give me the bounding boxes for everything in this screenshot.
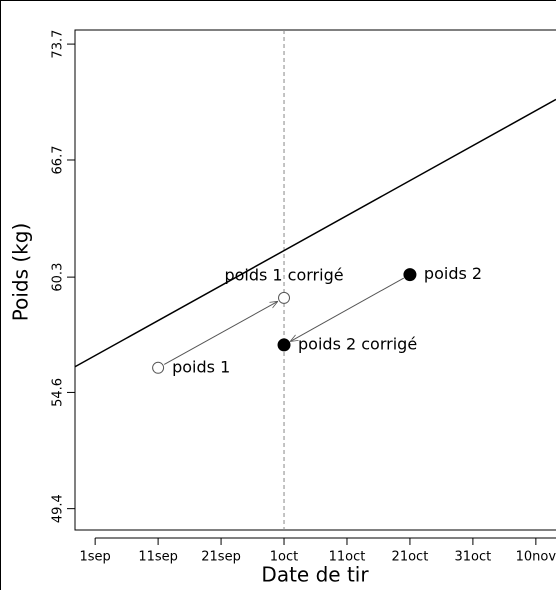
arrow — [163, 301, 278, 365]
x-tick-label: 21oct — [392, 550, 429, 565]
y-tick-label: 73.7 — [51, 30, 66, 59]
point-label: poids 1 corrigé — [224, 265, 343, 284]
x-tick-label: 11oct — [329, 550, 366, 565]
x-tick-label: 10nov — [516, 550, 556, 565]
plot-box — [74, 29, 556, 531]
x-tick-label: 1oct — [270, 550, 298, 565]
x-tick-label: 31oct — [455, 550, 492, 565]
point — [278, 291, 291, 304]
y-tick-label: 66.7 — [51, 146, 66, 175]
y-tick-label: 54.6 — [51, 378, 66, 407]
trend-line — [74, 98, 556, 368]
point-label: poids 2 corrigé — [298, 334, 417, 353]
x-tick-label: 21sep — [201, 550, 241, 565]
x-axis-label: Date de tir — [261, 563, 369, 587]
x-tick-label: 1sep — [79, 550, 110, 565]
point-label: poids 2 — [424, 264, 482, 283]
x-tick-label: 11sep — [138, 550, 178, 565]
y-axis-label: Poids (kg) — [9, 223, 33, 322]
point-label: poids 1 — [172, 357, 230, 376]
point — [277, 338, 291, 352]
arrow — [290, 277, 405, 341]
y-tick-label: 60.3 — [51, 263, 66, 292]
y-tick-label: 49.4 — [51, 494, 66, 523]
point — [403, 268, 417, 282]
point — [152, 361, 165, 374]
